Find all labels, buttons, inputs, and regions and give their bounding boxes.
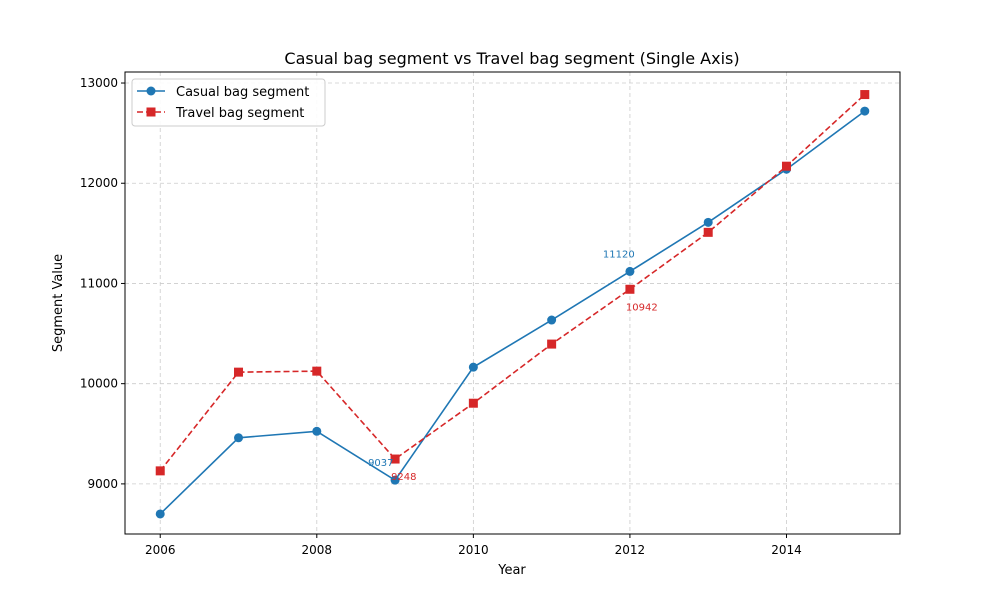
series-2-point [703,227,713,237]
series-1-point [860,106,870,116]
series-2-point [860,90,870,100]
gridlines [125,72,900,534]
legend-label: Travel bag segment [175,106,304,121]
plot-area-frame [124,71,901,535]
series-1-point [155,509,165,519]
data-label: 11120 [603,249,635,260]
data-label: 9248 [391,472,416,483]
series-2-point [312,366,322,376]
legend-swatch-marker [146,107,156,117]
y-axis-ticks: 9000 10000 11000 12000 13000 [80,76,125,491]
series-2-point [390,454,400,464]
legend-swatch-marker [146,86,156,96]
series-line-1 [159,110,866,515]
x-tick-label: 2008 [302,543,333,557]
data-annotations: 9037 9248 11120 10942 [368,249,658,483]
x-tick-label: 2012 [615,543,646,557]
series-1-point [390,475,400,485]
series-2-point [547,339,557,349]
series-1-point [625,266,635,276]
legend-frame [131,78,326,127]
y-tick-label: 11000 [80,276,118,290]
x-axis-ticks: 2006 2008 2010 2012 2014 [145,534,802,557]
y-tick-label: 9000 [87,477,118,491]
y-tick-label: 13000 [80,76,118,90]
x-tick-label: 2006 [145,543,176,557]
chart-title: Casual bag segment vs Travel bag segment… [284,49,739,68]
series-1-point [703,217,713,227]
y-tick-label: 10000 [80,377,118,391]
data-label: 9037 [368,458,393,469]
y-axis-label: Segment Value [51,254,66,352]
series-2-point [468,398,478,408]
series-1-point [468,362,478,372]
series-layer [155,90,870,519]
data-label: 10942 [626,302,658,313]
series-2-point [625,284,635,294]
x-axis-label: Year [497,563,526,578]
x-tick-label: 2010 [458,543,489,557]
series-line-2 [159,93,866,472]
legend: Casual bag segment Travel bag segment [131,78,326,127]
series-1-point [234,433,244,443]
y-tick-label: 12000 [80,176,118,190]
legend-label: Casual bag segment [176,85,309,100]
series-1-point [312,426,322,436]
series-1-point [547,315,557,325]
series-2-point [234,367,244,377]
series-2-point [781,161,791,171]
series-2-point [155,466,165,476]
x-tick-label: 2014 [771,543,802,557]
